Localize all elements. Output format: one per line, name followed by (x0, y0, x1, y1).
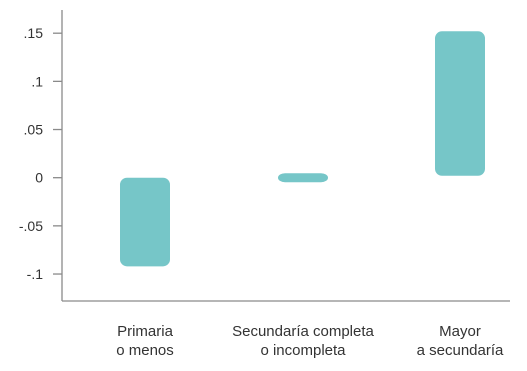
range-bar (278, 173, 328, 183)
x-category-label: Secundaría completa (232, 323, 374, 340)
y-tick-label: -.1 (27, 266, 44, 282)
x-category-label: a secundaría (417, 342, 504, 359)
x-category-label: Mayor (439, 323, 481, 340)
x-category-label: o menos (116, 342, 174, 359)
y-tick-label: 0 (35, 170, 43, 186)
range-bar (120, 177, 170, 267)
y-tick-label: .15 (24, 25, 44, 41)
y-tick-label: -.05 (19, 218, 43, 234)
x-category-label: Primaria (117, 323, 173, 340)
range-bar (435, 31, 485, 176)
y-tick-label: .05 (24, 122, 44, 138)
y-tick-label: .1 (31, 73, 43, 89)
x-category-label: o incompleta (260, 342, 346, 359)
